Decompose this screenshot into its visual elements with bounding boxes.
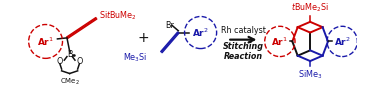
Text: O: O [57,57,63,66]
Text: Ar$^1$: Ar$^1$ [37,35,54,48]
Text: Stitching
Reaction: Stitching Reaction [223,42,264,61]
Text: Ar$^2$: Ar$^2$ [192,26,209,39]
Text: O: O [76,57,83,66]
Text: Si$t$BuMe$_2$: Si$t$BuMe$_2$ [99,9,137,22]
Text: B: B [67,50,72,59]
Text: $t$BuMe$_2$Si: $t$BuMe$_2$Si [291,1,329,14]
Text: Me$_3$Si: Me$_3$Si [123,51,147,64]
Text: SiMe$_3$: SiMe$_3$ [298,68,322,81]
Text: +: + [138,31,149,45]
Text: Rh catalyst: Rh catalyst [221,26,266,35]
Text: CMe$_2$: CMe$_2$ [60,77,80,87]
Text: Ar$^1$: Ar$^1$ [271,35,288,48]
Text: Br: Br [165,21,174,30]
Text: Ar$^2$: Ar$^2$ [334,35,351,48]
